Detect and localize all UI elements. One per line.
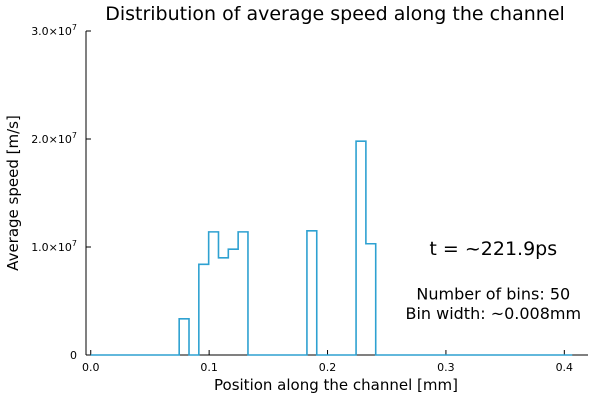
- x-tick-label: 0.1: [200, 361, 218, 374]
- chart-title: Distribution of average speed along the …: [105, 3, 565, 25]
- x-tick-label: 0.4: [556, 361, 574, 374]
- y-tick-label: 1.0×107: [31, 239, 77, 254]
- x-axis-label: Position along the channel [mm]: [214, 376, 458, 394]
- histogram-step-line: [90, 140, 573, 356]
- annotation-text: t = ~221.9ps: [429, 238, 557, 260]
- y-axis-label: Average speed [m/s]: [4, 115, 22, 271]
- x-ticks: 0.0 0.1 0.2 0.3 0.4: [82, 350, 573, 374]
- annotation-text: Bin width: ~0.008mm: [405, 304, 581, 323]
- x-tick-label: 0.0: [82, 361, 100, 374]
- annotation-text: Number of bins: 50: [416, 285, 570, 304]
- y-tick-label: 3.0×107: [31, 23, 77, 38]
- y-ticks: 0 1.0×107 2.0×107 3.0×107: [31, 23, 91, 362]
- y-tick-label: 0: [70, 349, 77, 362]
- x-tick-label: 0.2: [319, 361, 337, 374]
- x-tick-label: 0.3: [437, 361, 455, 374]
- y-tick-label: 2.0×107: [31, 131, 77, 146]
